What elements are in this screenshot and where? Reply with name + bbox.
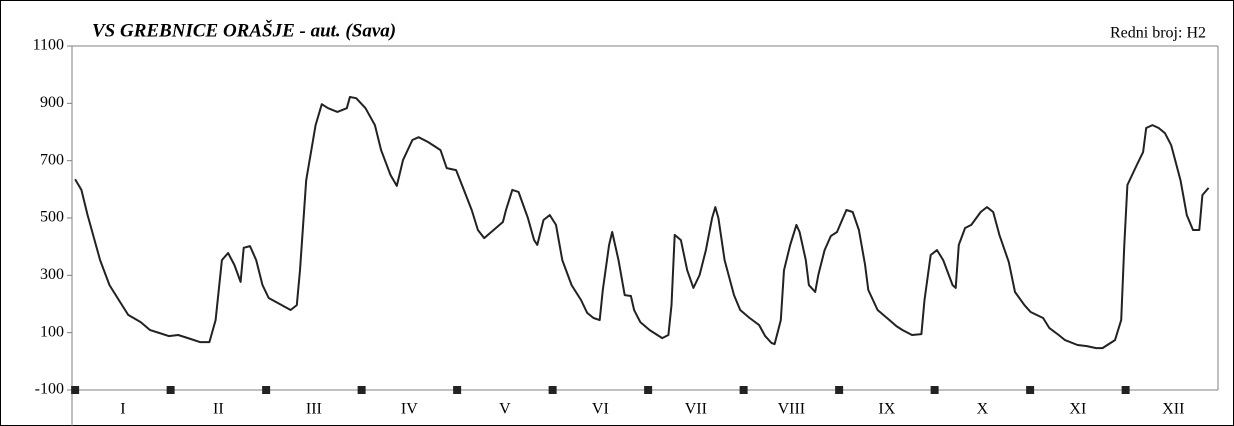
y-tick-label: 700	[40, 151, 64, 168]
x-tick-label: VII	[685, 401, 707, 418]
month-marker	[166, 386, 175, 394]
data-line	[74, 96, 1210, 350]
x-tick-label: V	[499, 401, 511, 418]
x-tick-label: X	[977, 401, 989, 418]
chart-subtitle: Redni broj: H2	[1110, 25, 1206, 42]
month-marker	[930, 386, 939, 394]
month-marker	[835, 386, 844, 394]
month-marker	[357, 386, 366, 394]
month-marker	[548, 386, 557, 394]
month-marker	[1121, 386, 1130, 394]
x-tick-label: XII	[1162, 401, 1184, 418]
y-tick-label: 500	[40, 209, 64, 226]
month-marker	[262, 386, 271, 394]
x-tick-label: XI	[1069, 401, 1086, 418]
x-tick-label: VI	[592, 401, 609, 418]
x-tick-label: III	[306, 401, 322, 418]
month-marker	[644, 386, 653, 394]
month-marker	[453, 386, 462, 394]
month-marker	[71, 386, 80, 394]
y-tick-label: 900	[40, 94, 64, 111]
month-marker	[1026, 386, 1035, 394]
y-tick-label: 300	[40, 266, 64, 283]
chart-title: VS GREBNICE ORAŠJE - aut. (Sava)	[92, 19, 396, 41]
month-marker	[739, 386, 748, 394]
x-tick-label: IX	[878, 401, 895, 418]
x-tick-label: II	[213, 401, 224, 418]
x-tick-label: VIII	[778, 401, 806, 418]
y-tick-label: 1100	[33, 37, 64, 54]
y-tick-label: 100	[40, 323, 64, 340]
x-tick-label: IV	[401, 401, 418, 418]
y-tick-label: -100	[35, 381, 64, 398]
x-tick-label: I	[120, 401, 125, 418]
